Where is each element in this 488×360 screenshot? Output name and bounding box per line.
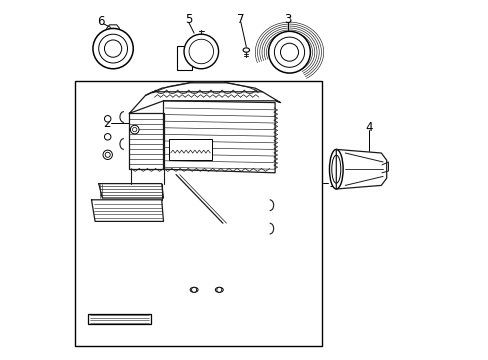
Text: 5: 5 [184,13,192,26]
Circle shape [99,34,127,63]
Circle shape [189,39,213,64]
Circle shape [105,152,110,157]
Text: 7: 7 [237,13,244,26]
Ellipse shape [215,287,223,292]
Text: 6: 6 [97,15,104,28]
Circle shape [104,116,111,122]
Text: 4: 4 [364,121,372,134]
Circle shape [130,125,139,134]
Ellipse shape [331,155,340,183]
Bar [168,139,212,160]
Circle shape [132,127,137,132]
Circle shape [103,150,112,159]
Text: 3: 3 [284,13,291,26]
Circle shape [268,31,310,73]
Bar [75,81,321,346]
Text: 2: 2 [103,117,110,130]
Circle shape [274,37,304,67]
Circle shape [216,287,222,292]
Bar [88,314,151,324]
Circle shape [104,40,122,57]
Circle shape [191,287,196,292]
Ellipse shape [243,48,249,52]
Ellipse shape [329,149,343,189]
Circle shape [93,28,133,69]
Circle shape [183,34,218,69]
Circle shape [104,134,111,140]
Bar [177,46,192,70]
Ellipse shape [190,287,198,292]
Text: 1: 1 [328,177,336,190]
Circle shape [280,43,298,61]
